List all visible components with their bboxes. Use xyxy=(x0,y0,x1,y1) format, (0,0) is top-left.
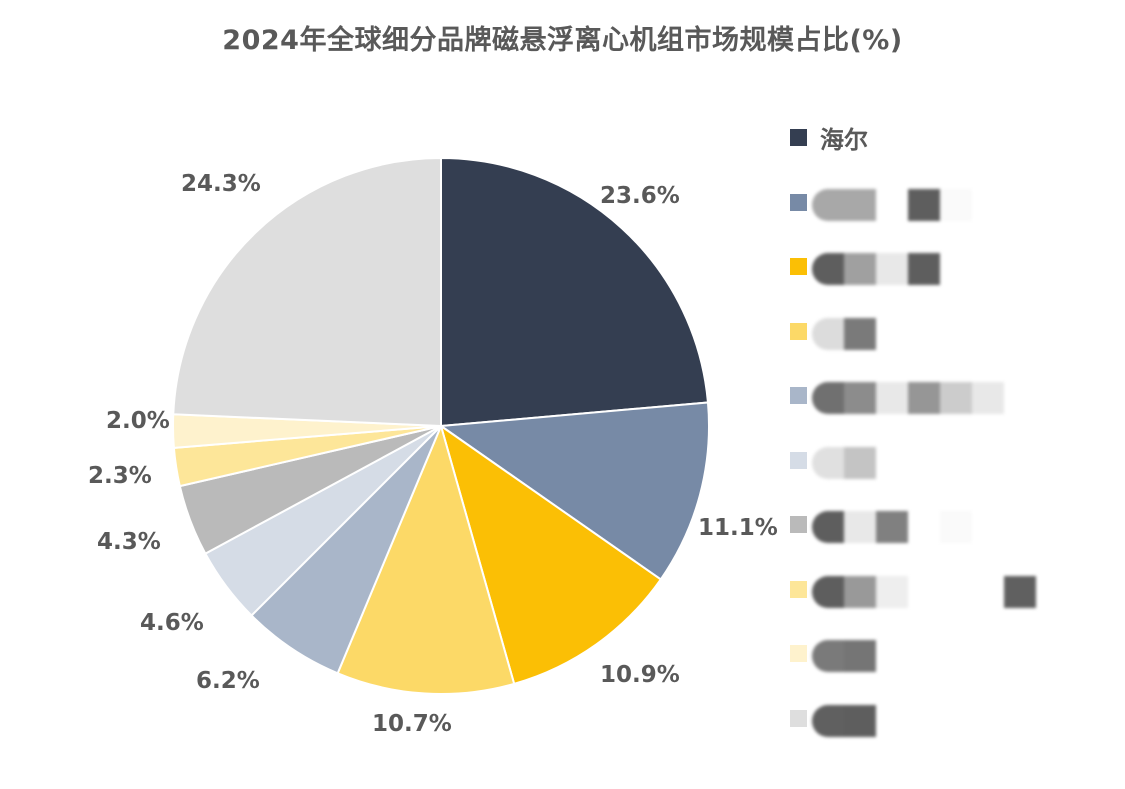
slice-percent-label: 10.9% xyxy=(600,662,680,688)
legend-swatch xyxy=(790,193,807,211)
slice-percent-label: 24.3% xyxy=(181,171,261,197)
redacted-legend-label xyxy=(812,382,1004,414)
redacted-legend-label xyxy=(812,704,876,737)
legend-item xyxy=(790,572,1070,612)
legend-label: 海尔 xyxy=(820,126,868,154)
legend-item xyxy=(790,378,1070,418)
slice-percent-label: 4.6% xyxy=(140,610,204,636)
redacted-legend-label xyxy=(812,575,1036,608)
pie-slice xyxy=(438,401,710,581)
redacted-legend-label xyxy=(812,188,972,221)
slice-percent-label: 2.3% xyxy=(88,463,152,489)
legend-item: 海尔 xyxy=(790,120,1070,160)
legend-item xyxy=(790,314,1070,354)
slice-percent-label: 11.1% xyxy=(698,515,778,541)
legend-swatch xyxy=(790,516,807,533)
chart-title: 2024年全球细分品牌磁悬浮离心机组市场规模占比(%) xyxy=(222,25,903,56)
pie-slice xyxy=(172,156,442,428)
legend-swatch xyxy=(790,258,807,275)
legend-swatch xyxy=(790,129,807,146)
legend-item xyxy=(790,249,1070,289)
slice-percent-label: 2.0% xyxy=(106,408,170,434)
legend-swatch xyxy=(790,387,807,404)
slice-percent-label: 23.6% xyxy=(600,183,680,209)
legend-item xyxy=(790,636,1070,676)
redacted-legend-label xyxy=(812,253,940,285)
legend-item xyxy=(790,443,1070,483)
slice-percent-label: 10.7% xyxy=(372,711,452,737)
redacted-legend-label xyxy=(812,511,972,543)
legend-swatch xyxy=(790,322,807,340)
legend-item xyxy=(790,507,1070,547)
redacted-legend-label xyxy=(812,317,876,350)
legend-item xyxy=(790,701,1070,741)
pie-slice xyxy=(440,156,710,428)
slice-percent-label: 6.2% xyxy=(196,668,260,694)
legend-swatch xyxy=(790,580,807,598)
pie-slice xyxy=(336,422,516,695)
legend-swatch xyxy=(790,645,807,662)
redacted-legend-label xyxy=(812,446,876,479)
legend-item xyxy=(790,185,1070,225)
slice-percent-label: 4.3% xyxy=(97,529,161,555)
legend-swatch xyxy=(790,451,807,469)
legend-swatch xyxy=(790,709,807,727)
redacted-legend-label xyxy=(812,640,876,672)
